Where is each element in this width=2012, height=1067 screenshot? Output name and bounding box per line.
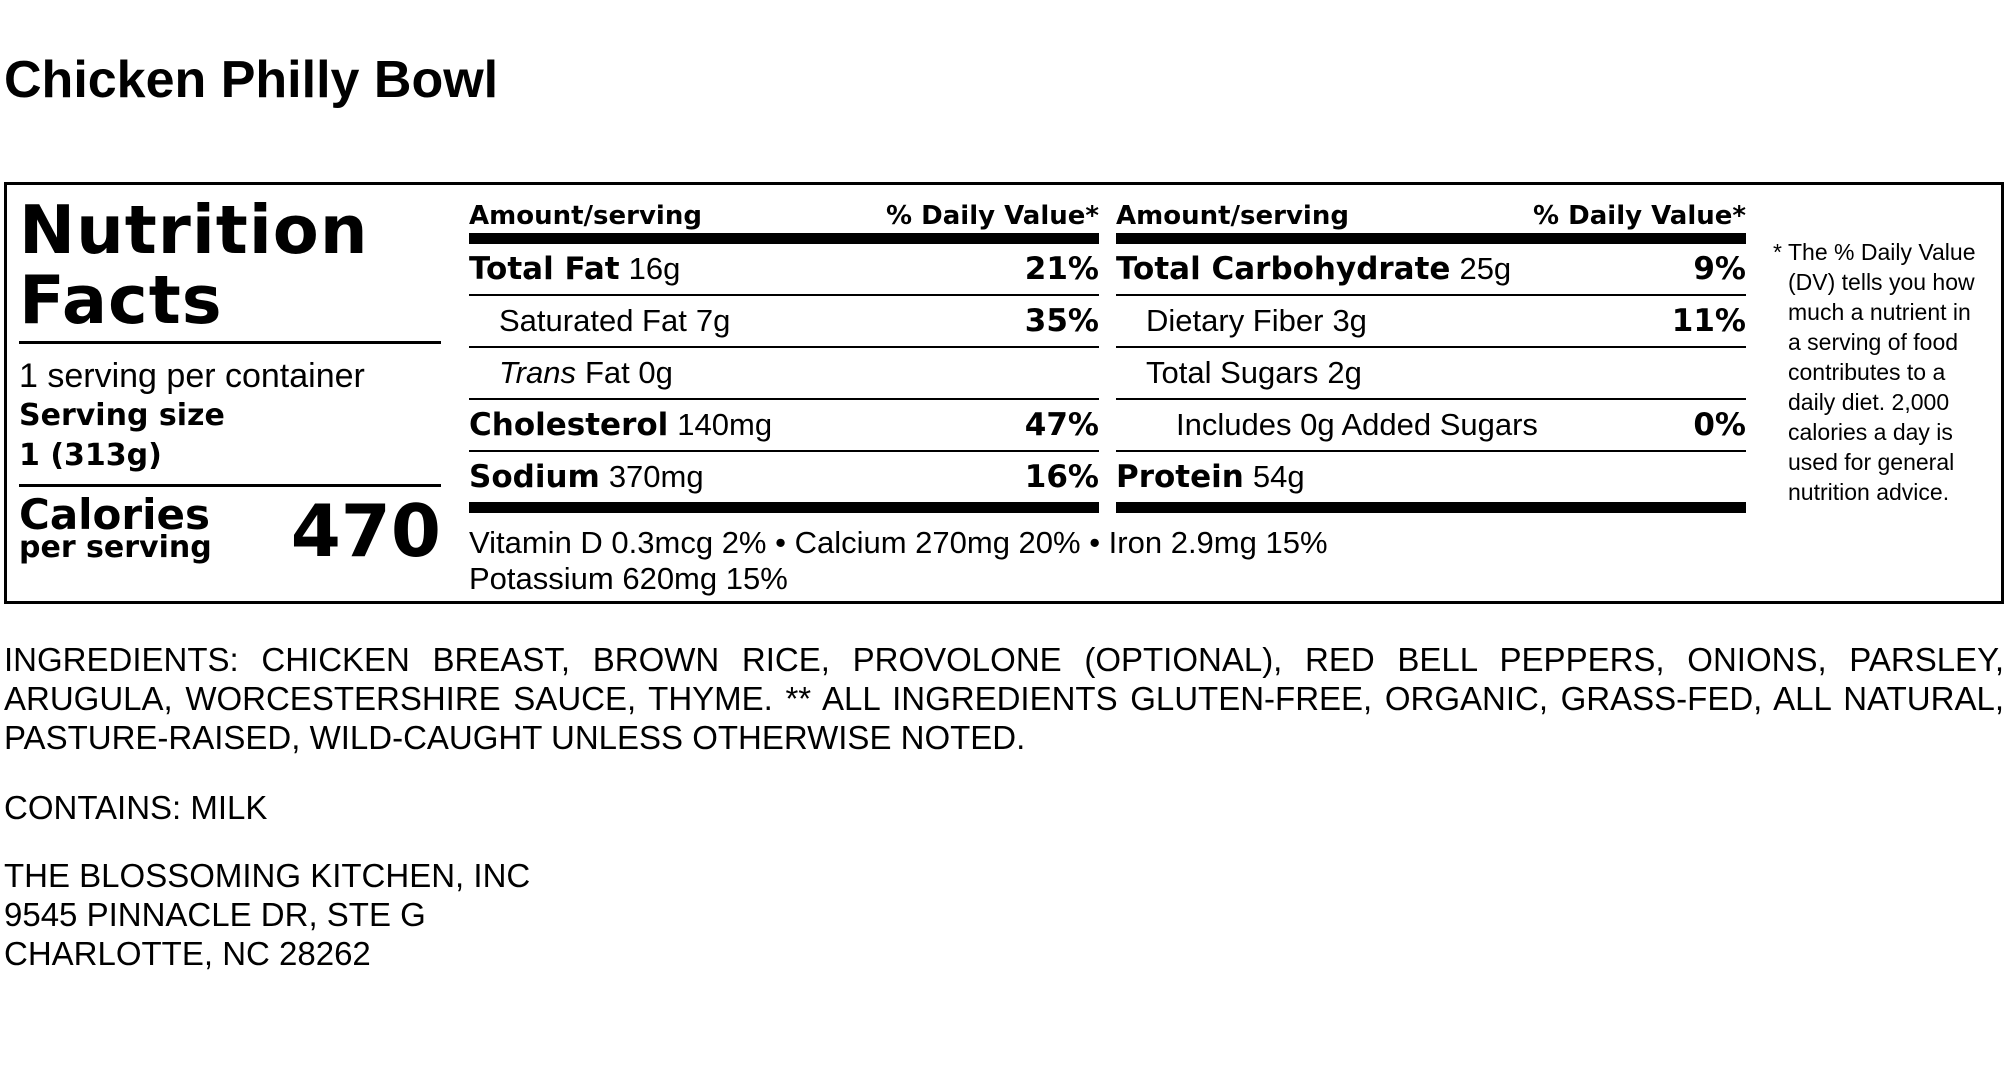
- column-header: Amount/serving % Daily Value*: [1116, 199, 1746, 244]
- nutrient-amount: 7g: [695, 303, 731, 338]
- vitamins-line-1: Vitamin D 0.3mcg 2% • Calcium 270mg 20% …: [469, 525, 1328, 560]
- nutrient-row-total-fat: Total Fat 16g 21%: [469, 244, 1099, 296]
- nutrient-amount: 25g: [1459, 251, 1512, 286]
- nutrient-row-total-sugars: Total Sugars 2g: [1116, 348, 1746, 400]
- nutrient-row-saturated-fat: Saturated Fat 7g 35%: [469, 296, 1099, 348]
- nutrient-row-protein: Protein 54g: [1116, 452, 1746, 513]
- nutrient-amount: 370mg: [608, 459, 704, 494]
- product-title: Chicken Philly Bowl: [4, 51, 499, 109]
- nutrient-row-added-sugars: Includes 0g Added Sugars 0%: [1116, 400, 1746, 452]
- ingredients-text: INGREDIENTS: CHICKEN BREAST, BROWN RICE,…: [4, 641, 2004, 756]
- nutrient-dv: 47%: [1024, 407, 1099, 443]
- calories-per-serving-label: per serving: [19, 530, 212, 565]
- servings-per-container: 1 serving per container: [19, 357, 365, 395]
- nutrient-amount: 3g: [1332, 303, 1367, 338]
- nutrient-row-sodium: Sodium 370mg 16%: [469, 452, 1099, 513]
- nutrient-dv: 35%: [1024, 303, 1099, 339]
- calories-block: Calories per serving 470: [19, 484, 441, 573]
- nutrient-row-total-carbohydrate: Total Carbohydrate 25g 9%: [1116, 244, 1746, 296]
- nutrient-name: Dietary Fiber: [1146, 303, 1324, 338]
- nutrient-row-cholesterol: Cholesterol 140mg 47%: [469, 400, 1099, 452]
- nutrient-name: Sodium: [469, 459, 600, 495]
- nutrient-name: Cholesterol: [469, 407, 669, 443]
- nutrient-column-right: Amount/serving % Daily Value* Total Carb…: [1116, 199, 1746, 513]
- footnote-text: The % Daily Value (DV) tells you how muc…: [1788, 239, 1976, 505]
- nutrient-amount: 16g: [628, 251, 681, 286]
- address-line-2: 9545 PINNACLE DR, STE G: [4, 896, 426, 933]
- manufacturer-address: THE BLOSSOMING KITCHEN, INC 9545 PINNACL…: [4, 856, 530, 973]
- nutrition-summary: Nutrition Facts 1 serving per container …: [19, 195, 441, 573]
- nutrient-amount: 140mg: [677, 407, 773, 442]
- serving-size-label: Serving size: [19, 398, 225, 433]
- address-line-1: THE BLOSSOMING KITCHEN, INC: [4, 857, 531, 894]
- nutrient-row-dietary-fiber: Dietary Fiber 3g 11%: [1116, 296, 1746, 348]
- heading-line-2: Facts: [19, 261, 223, 339]
- nutrient-amount: 54g: [1252, 459, 1305, 494]
- serving-size-value: 1 (313g): [19, 438, 162, 473]
- nutrient-dv: 11%: [1671, 303, 1746, 339]
- nutrient-amount: Fat 0g: [584, 355, 673, 390]
- nutrient-name: Total Carbohydrate: [1116, 251, 1451, 287]
- heading-line-1: Nutrition: [19, 191, 369, 269]
- nutrient-name: Includes 0g Added Sugars: [1176, 407, 1538, 442]
- vitamins-line-2: Potassium 620mg 15%: [469, 561, 788, 596]
- nutrition-facts-heading: Nutrition Facts: [19, 195, 441, 344]
- allergen-statement: CONTAINS: MILK: [4, 789, 268, 826]
- daily-value-footnote: * The % Daily Value (DV) tells you how m…: [1773, 237, 1989, 507]
- nutrient-amount: 2g: [1327, 355, 1362, 390]
- footnote-asterisk: *: [1773, 239, 1782, 265]
- daily-value-header: % Daily Value*: [886, 201, 1099, 231]
- nutrient-name: Protein: [1116, 459, 1244, 495]
- nutrient-dv: 16%: [1024, 459, 1099, 495]
- address-line-3: CHARLOTTE, NC 28262: [4, 935, 371, 972]
- nutrition-facts-panel: Nutrition Facts 1 serving per container …: [4, 182, 2004, 604]
- nutrient-name: Saturated Fat: [499, 303, 687, 338]
- nutrient-name: Total Fat: [469, 251, 620, 287]
- calories-value: 470: [290, 489, 441, 573]
- amount-per-serving-header: Amount/serving: [1116, 201, 1349, 231]
- nutrient-dv: 9%: [1693, 251, 1746, 287]
- nutrient-name: Trans: [499, 355, 576, 390]
- daily-value-header: % Daily Value*: [1533, 201, 1746, 231]
- vitamins-minerals: Vitamin D 0.3mcg 2% • Calcium 270mg 20% …: [469, 525, 1729, 597]
- amount-per-serving-header: Amount/serving: [469, 201, 702, 231]
- nutrient-name: Total Sugars: [1146, 355, 1319, 390]
- nutrient-column-left: Amount/serving % Daily Value* Total Fat 1…: [469, 199, 1099, 513]
- calories-label: Calories: [19, 490, 211, 539]
- nutrient-row-trans-fat: Trans Fat 0g: [469, 348, 1099, 400]
- nutrient-dv: 21%: [1024, 251, 1099, 287]
- column-header: Amount/serving % Daily Value*: [469, 199, 1099, 244]
- nutrient-dv: 0%: [1693, 407, 1746, 443]
